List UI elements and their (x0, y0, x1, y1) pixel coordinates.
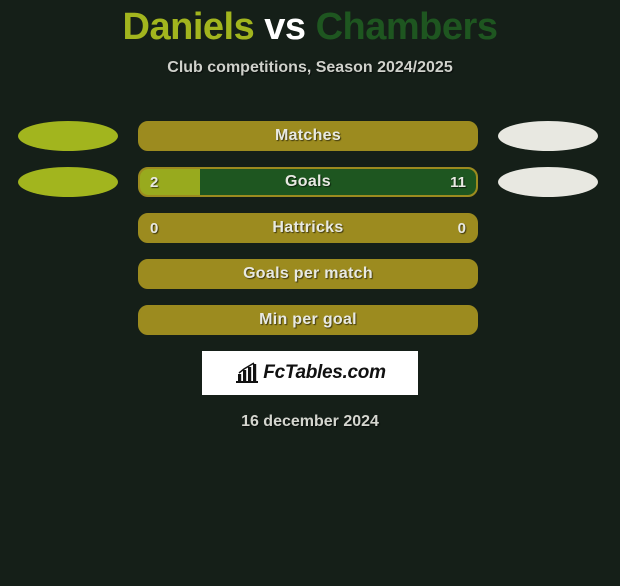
stat-bar: Min per goal (138, 305, 478, 335)
bar-chart-icon (234, 362, 260, 384)
stat-row: 211Goals (0, 167, 620, 197)
brand-box: FcTables.com (202, 351, 418, 395)
stat-bar: 211Goals (138, 167, 478, 197)
stat-bar: Goals per match (138, 259, 478, 289)
stat-label: Goals (140, 169, 476, 195)
vs-text: vs (264, 6, 305, 48)
stat-label: Hattricks (140, 215, 476, 241)
stat-bar: Matches (138, 121, 478, 151)
comparison-title: Daniels vs Chambers (0, 6, 620, 49)
stat-row: Goals per match (0, 259, 620, 289)
stat-row: 00Hattricks (0, 213, 620, 243)
player1-avatar (18, 167, 118, 197)
date-line: 16 december 2024 (0, 413, 620, 431)
stat-label: Matches (140, 123, 476, 149)
player2-name: Chambers (316, 6, 498, 48)
stat-label: Goals per match (140, 261, 476, 287)
stat-bar: 00Hattricks (138, 213, 478, 243)
stat-label: Min per goal (140, 307, 476, 333)
stat-row: Min per goal (0, 305, 620, 335)
brand-text: FcTables.com (263, 362, 385, 384)
player2-avatar (498, 121, 598, 151)
player1-avatar (18, 121, 118, 151)
comparison-rows: Matches 211Goals 00Hattricks Goals per matc… (0, 121, 620, 335)
stat-row: Matches (0, 121, 620, 151)
player1-name: Daniels (123, 6, 255, 48)
player2-avatar (498, 167, 598, 197)
subtitle: Club competitions, Season 2024/2025 (0, 59, 620, 77)
